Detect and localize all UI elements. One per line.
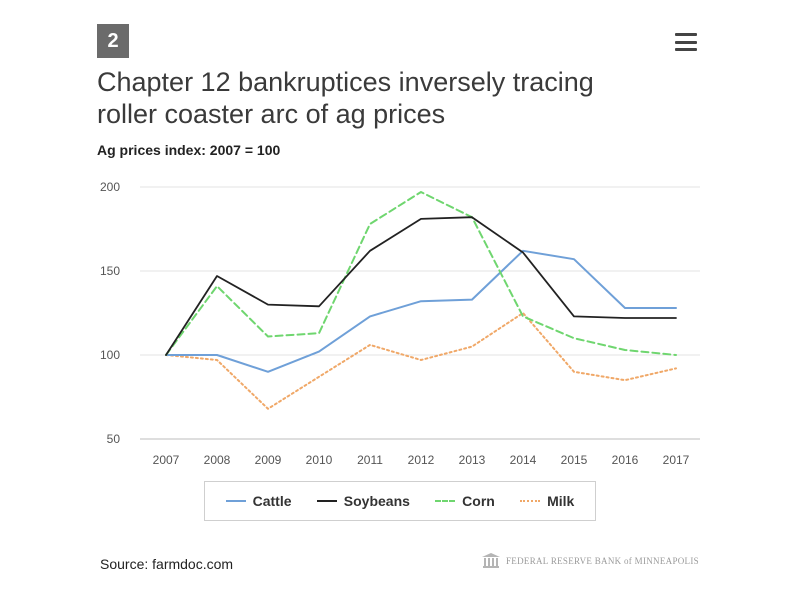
legend-item-cattle: Cattle xyxy=(225,493,292,509)
legend-item-milk: Milk xyxy=(520,493,574,509)
x-tick-label: 2008 xyxy=(204,453,231,467)
publisher-name: FEDERAL RESERVE BANK of MINNEAPOLIS xyxy=(506,556,699,566)
series-line-milk xyxy=(165,312,677,410)
x-tick-label: 2017 xyxy=(663,453,690,467)
legend-item-soybeans: Soybeans xyxy=(316,493,410,509)
legend-swatch xyxy=(520,500,541,502)
chart-title: Chapter 12 bankruptices inversely tracin… xyxy=(97,67,594,129)
series-line-corn xyxy=(165,191,677,356)
x-tick-label: 2010 xyxy=(306,453,333,467)
y-tick-label: 200 xyxy=(100,180,120,194)
series-line-cattle xyxy=(165,249,677,373)
source-note: Source: farmdoc.com xyxy=(100,556,234,572)
x-tick-label: 2012 xyxy=(408,453,435,467)
legend-item-corn: Corn xyxy=(435,493,495,509)
legend-label: Cattle xyxy=(252,493,292,509)
legend-label: Soybeans xyxy=(343,493,410,509)
x-tick-label: 2011 xyxy=(357,453,383,467)
y-tick-label: 100 xyxy=(100,348,120,362)
chart-subtitle: Ag prices index: 2007 = 100 xyxy=(97,142,281,158)
x-tick-label: 2013 xyxy=(459,453,486,467)
menu-icon[interactable] xyxy=(675,33,697,51)
y-tick-label: 150 xyxy=(100,264,120,278)
y-tick-label: 50 xyxy=(107,432,121,446)
legend-swatch xyxy=(435,500,456,502)
x-tick-label: 2014 xyxy=(510,453,537,467)
x-tick-label: 2007 xyxy=(153,453,180,467)
x-tick-label: 2016 xyxy=(612,453,639,467)
chart-number-badge: 2 xyxy=(97,24,129,58)
legend-swatch xyxy=(316,500,337,502)
x-tick-label: 2009 xyxy=(255,453,282,467)
x-tick-label: 2015 xyxy=(561,453,588,467)
legend-label: Corn xyxy=(462,493,495,509)
chart-legend: Cattle Soybeans Corn Milk xyxy=(204,481,596,521)
series-line-soybeans xyxy=(165,216,677,356)
building-icon xyxy=(482,553,500,568)
line-chart: 50 100 150 200 2007 2008 2009 2010 2011 2012 2013 2… xyxy=(100,180,700,467)
legend-swatch xyxy=(225,500,246,502)
publisher-logo: FEDERAL RESERVE BANK of MINNEAPOLIS xyxy=(482,553,699,569)
legend-label: Milk xyxy=(547,493,575,509)
